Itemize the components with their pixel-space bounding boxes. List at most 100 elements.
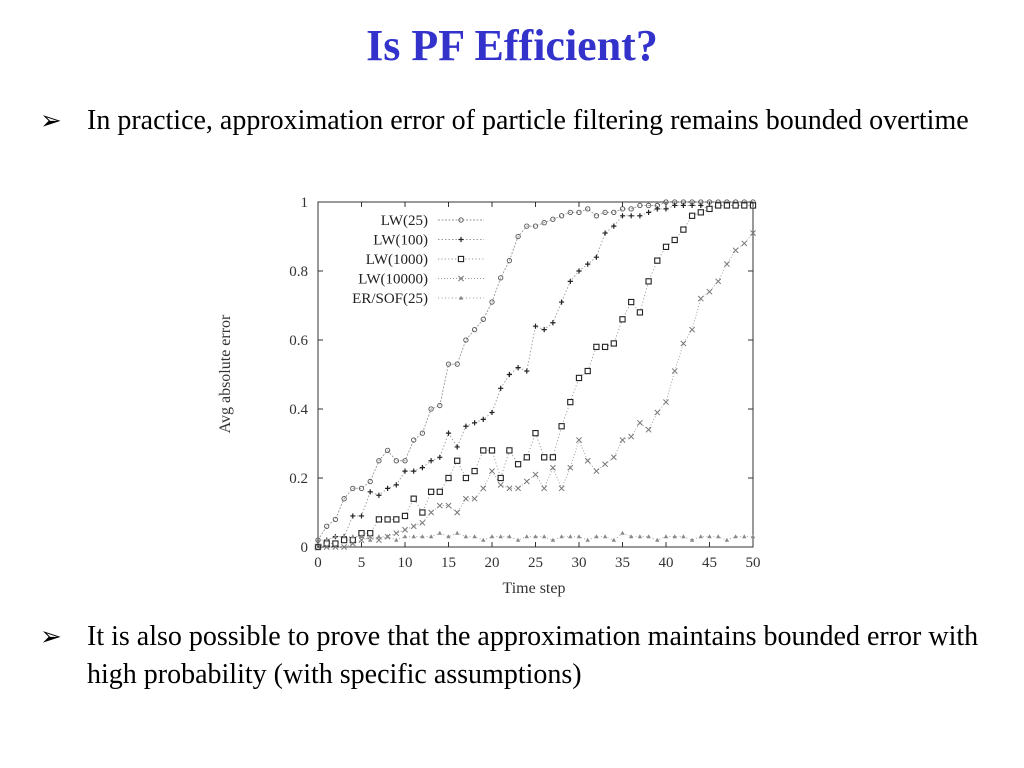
legend-label: LW(25) — [381, 213, 428, 229]
data-point — [671, 368, 678, 375]
data-point — [419, 465, 425, 471]
data-point — [410, 495, 417, 502]
data-point — [428, 534, 434, 539]
data-point — [324, 537, 329, 542]
data-point — [611, 537, 616, 542]
data-point — [515, 233, 521, 240]
data-point — [541, 327, 547, 333]
data-point — [514, 461, 522, 468]
data-point — [410, 523, 417, 530]
x-tick-label: 10 — [398, 555, 413, 571]
data-point — [689, 326, 696, 333]
data-point — [681, 534, 686, 539]
x-tick-label: 50 — [746, 555, 761, 571]
data-point — [611, 209, 617, 215]
x-tick-label: 20 — [485, 555, 500, 571]
data-point — [323, 544, 330, 550]
data-point — [533, 534, 538, 539]
data-point — [472, 534, 477, 539]
data-point — [375, 537, 382, 544]
legend-label: LW(1000) — [366, 252, 428, 268]
data-point — [655, 537, 660, 542]
data-point — [697, 295, 704, 302]
legend-label: ER/SOF(25) — [352, 291, 428, 307]
data-point — [602, 209, 608, 215]
bullet-1: ➢ In practice, approximation error of pa… — [40, 102, 980, 140]
data-point — [506, 447, 513, 454]
data-point — [584, 367, 591, 375]
data-point — [706, 288, 713, 295]
data-point — [384, 516, 391, 523]
legend-marker — [458, 236, 464, 243]
data-point — [576, 268, 582, 274]
data-point — [575, 374, 583, 382]
data-point — [394, 537, 399, 542]
data-point — [549, 464, 556, 471]
data-point — [454, 457, 461, 464]
data-point — [393, 516, 400, 523]
data-point — [506, 371, 512, 378]
data-point — [524, 368, 530, 374]
data-point — [688, 212, 696, 219]
data-point — [454, 509, 461, 516]
data-point — [637, 202, 643, 209]
data-point — [723, 261, 730, 268]
data-point — [402, 468, 408, 474]
data-point — [384, 447, 391, 454]
data-point — [471, 326, 478, 333]
data-point — [680, 202, 686, 209]
data-point — [610, 340, 617, 347]
data-point — [541, 220, 547, 226]
data-point — [515, 365, 521, 371]
data-point — [332, 516, 339, 523]
data-point — [428, 406, 434, 412]
data-point — [480, 416, 486, 422]
data-point — [637, 213, 643, 219]
data-point — [585, 537, 590, 542]
series-line — [318, 532, 753, 541]
data-point — [698, 534, 703, 539]
data-point — [654, 206, 660, 212]
x-axis-label: Time step — [503, 580, 566, 597]
data-point — [367, 533, 374, 540]
slide-title: Is PF Efficient? — [366, 21, 658, 70]
data-point — [445, 430, 452, 436]
x-tick-label: 25 — [528, 555, 543, 571]
data-point — [445, 361, 452, 367]
data-point — [601, 343, 609, 351]
data-point — [550, 216, 556, 222]
data-point — [619, 213, 626, 219]
data-point — [654, 409, 661, 416]
data-point — [663, 534, 669, 539]
y-tick-label: 1 — [301, 195, 309, 211]
data-point — [524, 223, 530, 229]
data-point — [437, 530, 442, 535]
data-point — [593, 468, 600, 475]
data-point — [341, 496, 347, 502]
data-point — [488, 447, 496, 454]
data-point — [427, 488, 435, 495]
data-point — [593, 343, 600, 351]
x-tick-label: 15 — [441, 555, 456, 571]
data-point — [549, 454, 557, 461]
data-point — [602, 534, 608, 539]
bullet-2: ➢ It is also possible to prove that the … — [40, 618, 980, 694]
data-point — [375, 516, 383, 523]
data-point — [628, 213, 634, 219]
data-point — [489, 299, 495, 305]
data-point — [637, 534, 643, 539]
data-point — [332, 544, 339, 550]
data-point — [393, 458, 399, 464]
data-point — [324, 523, 330, 529]
data-point — [715, 278, 722, 285]
data-point — [619, 437, 626, 444]
data-point — [628, 206, 634, 212]
data-point — [576, 534, 582, 539]
data-point — [559, 534, 564, 539]
data-point — [628, 433, 635, 440]
data-point — [680, 226, 687, 233]
data-point — [532, 471, 539, 478]
data-point — [402, 526, 408, 533]
data-point — [367, 530, 374, 537]
data-point — [376, 458, 382, 464]
